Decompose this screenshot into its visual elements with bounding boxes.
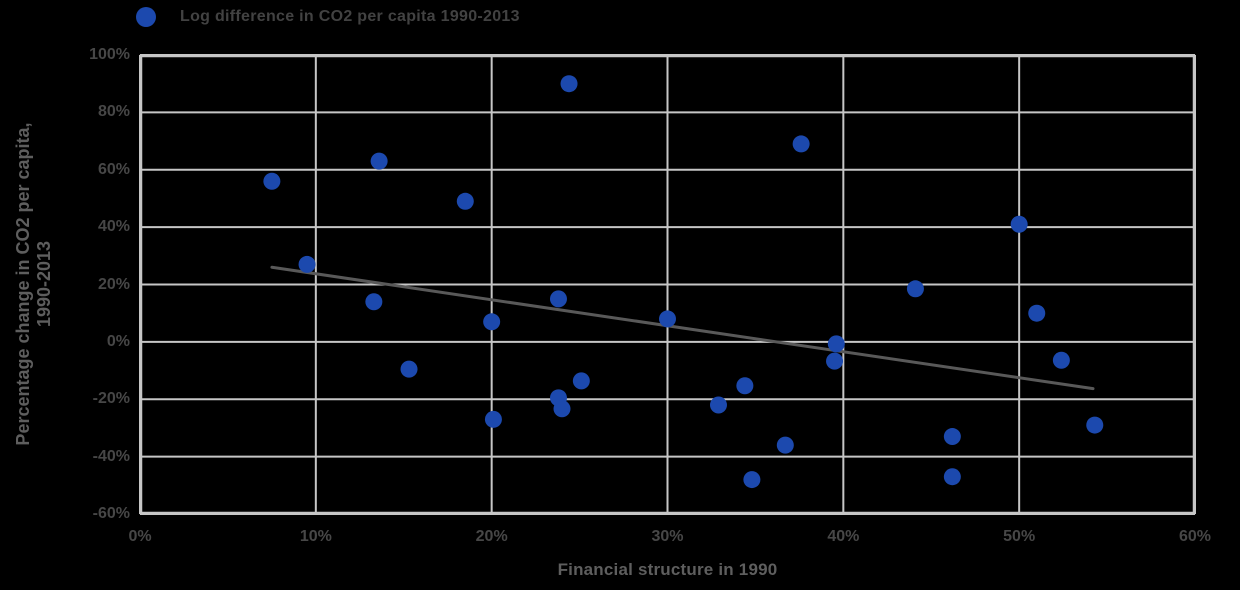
data-point: [776, 436, 794, 454]
data-point: [827, 335, 845, 353]
data-point: [1086, 416, 1104, 434]
legend-point-marker-icon: [136, 7, 156, 27]
x-tick-label: 40%: [827, 528, 860, 545]
plot-svg: [139, 54, 1196, 515]
y-tick-label: -60%: [92, 505, 130, 522]
y-tick-label: 80%: [97, 103, 130, 121]
y-tick-label: 0%: [106, 332, 130, 350]
x-tick-label: 0%: [128, 528, 152, 545]
x-tick-label: 50%: [1003, 528, 1036, 545]
plot-border: [139, 54, 1196, 515]
y-tick-label: 40%: [97, 218, 130, 236]
legend: Log difference in CO2 per capita 1990-20…: [136, 4, 520, 30]
data-point: [736, 377, 754, 395]
trend-line: [270, 265, 1095, 391]
data-point: [826, 352, 844, 370]
data-point: [943, 428, 961, 446]
data-point: [943, 468, 961, 486]
data-point: [709, 396, 727, 414]
data-point: [370, 152, 388, 170]
data-point: [1028, 304, 1046, 322]
y-tick-label: 20%: [97, 275, 130, 293]
data-point: [484, 410, 502, 428]
y-tick-label: -20%: [92, 390, 130, 408]
data-point: [263, 172, 281, 190]
data-point: [743, 471, 761, 489]
data-point: [365, 293, 383, 311]
data-point: [572, 372, 590, 390]
y-axis-tick-labels: 100% 80% 60% 40% 20% 0% -20% -40% -60%: [0, 0, 130, 590]
data-point: [400, 360, 418, 378]
data-point: [553, 400, 571, 418]
y-tick-label: 60%: [97, 160, 130, 178]
x-tick-label: 10%: [299, 528, 332, 545]
data-point: [1052, 351, 1070, 369]
data-point: [659, 310, 676, 328]
legend-label: Log difference in CO2 per capita 1990-20…: [180, 8, 520, 25]
data-point: [456, 192, 474, 210]
x-tick-label: 30%: [651, 528, 684, 545]
y-tick-label: -40%: [92, 447, 130, 465]
x-axis-title: Financial structure in 1990: [557, 560, 778, 579]
data-point: [792, 135, 810, 153]
y-tick-label: 100%: [89, 46, 130, 63]
data-point: [560, 75, 578, 93]
data-point: [483, 313, 501, 331]
x-tick-label: 60%: [1178, 528, 1212, 545]
data-point: [1010, 215, 1028, 233]
x-tick-label: 20%: [475, 528, 508, 545]
data-point: [298, 255, 316, 273]
plot-area: [139, 54, 1196, 515]
data-point: [549, 290, 567, 308]
data-point: [906, 280, 924, 298]
